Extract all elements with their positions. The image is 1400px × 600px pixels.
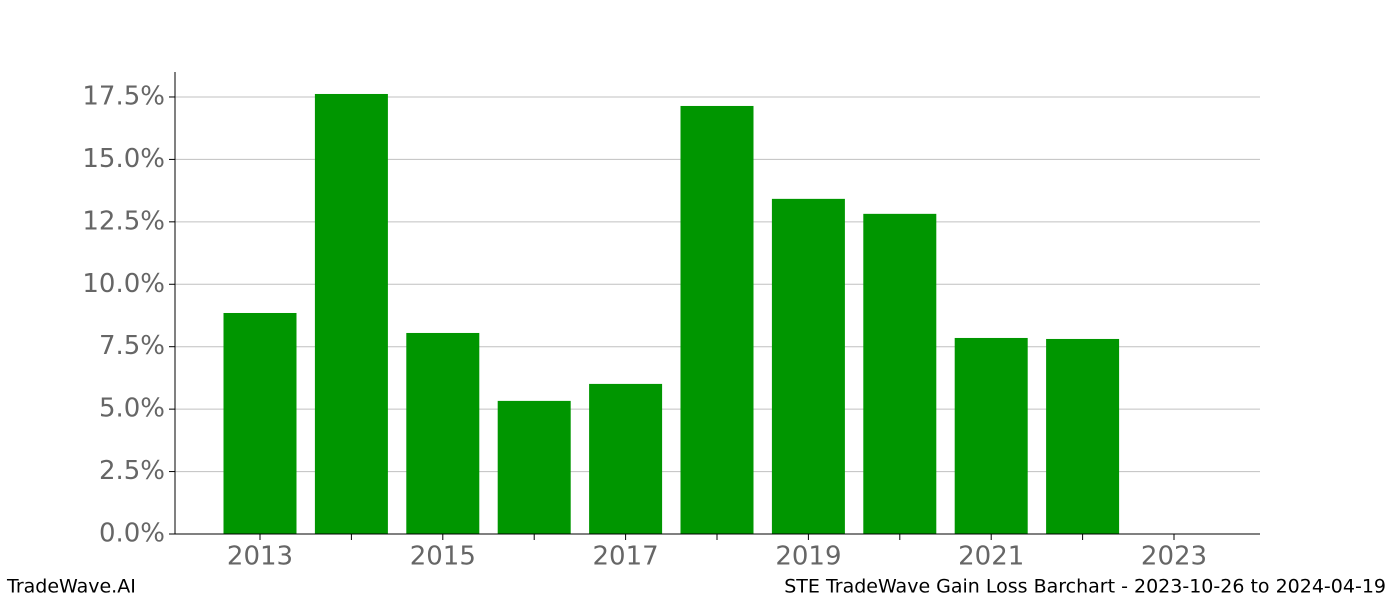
y-tick-label: 2.5% [99,456,165,486]
x-tick-label: 2017 [593,542,659,572]
bar [954,337,1028,534]
x-tick-label: 2015 [410,542,476,572]
bar [406,332,480,534]
bar [589,383,663,534]
x-tick-label: 2019 [775,542,841,572]
y-tick-label: 7.5% [99,331,165,361]
y-tick-label: 17.5% [82,81,165,111]
bar [497,400,571,534]
bar [771,198,845,534]
y-tick-label: 12.5% [82,206,165,236]
bar [680,105,754,534]
y-tick-label: 15.0% [82,144,165,174]
bar [223,312,297,534]
y-tick-label: 10.0% [82,269,165,299]
y-tick-label: 0.0% [99,519,165,549]
bar [1046,338,1120,534]
footer-left: TradeWave.AI [6,576,136,598]
bar [863,213,937,534]
x-tick-label: 2023 [1141,542,1207,572]
footer-right: STE TradeWave Gain Loss Barchart - 2023-… [784,576,1386,598]
bar [314,93,388,534]
x-tick-label: 2013 [227,542,293,572]
x-tick-label: 2021 [958,542,1024,572]
y-tick-label: 5.0% [99,394,165,424]
